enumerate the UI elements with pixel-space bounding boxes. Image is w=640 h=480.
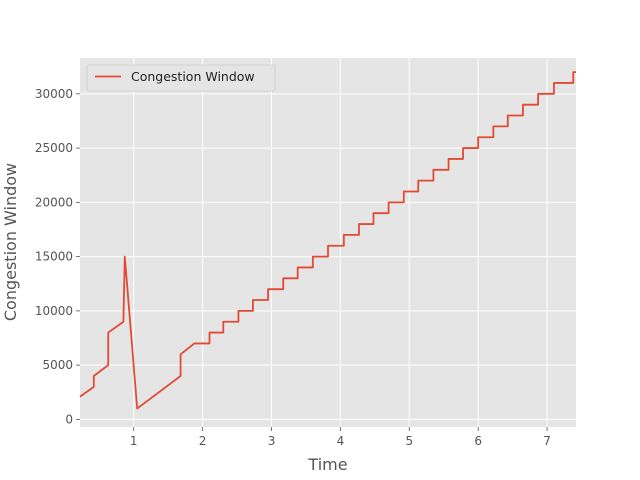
y-tick-label: 5000 xyxy=(42,358,73,372)
x-axis-label: Time xyxy=(307,455,347,474)
y-tick-label: 10000 xyxy=(35,304,73,318)
grid xyxy=(80,58,576,427)
legend-box xyxy=(86,64,276,92)
series-layer xyxy=(79,71,576,410)
ticks: 1 2 3 4 5 6 7 0 5000 10000 15000 20000 25000 30000 xyxy=(35,87,551,448)
y-tick-label: 0 xyxy=(65,412,73,426)
y-axis-label: Congestion Window xyxy=(1,163,20,321)
x-tick-label: 6 xyxy=(474,434,482,448)
legend: Congestion Window xyxy=(86,64,276,92)
y-tick-label: 15000 xyxy=(35,250,73,264)
plot-background xyxy=(80,58,576,427)
y-tick-label: 20000 xyxy=(35,195,73,209)
legend-label: Congestion Window xyxy=(131,69,255,84)
x-tick-label: 1 xyxy=(130,434,138,448)
x-tick-label: 7 xyxy=(543,434,551,448)
x-tick-label: 4 xyxy=(337,434,345,448)
x-tick-label: 5 xyxy=(405,434,413,448)
x-tick-label: 3 xyxy=(268,434,276,448)
y-tick-label: 30000 xyxy=(35,87,73,101)
x-tick-label: 2 xyxy=(199,434,207,448)
y-tick-label: 25000 xyxy=(35,141,73,155)
series-line xyxy=(79,71,576,410)
